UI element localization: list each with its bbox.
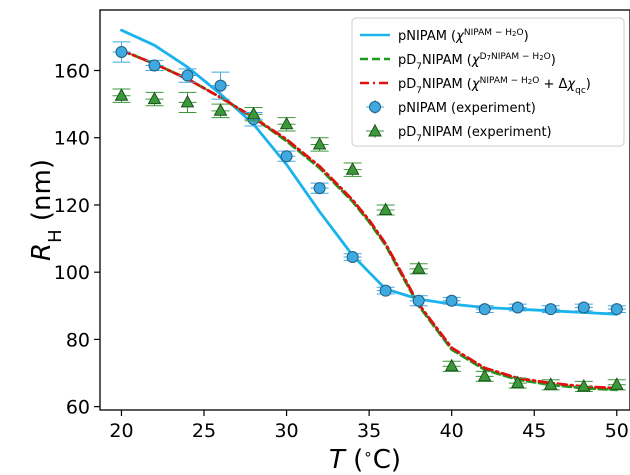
x-tick-label: 25 (192, 420, 216, 442)
x-tick-label: 35 (357, 420, 381, 442)
pd7-corrected-line (120, 48, 619, 390)
pd7-data-point (574, 378, 593, 393)
y-tick-label: 100 (54, 262, 90, 284)
pd7-data-point (376, 202, 395, 216)
legend-swatch-pd7-experiment (366, 123, 384, 138)
plot-frame (99, 9, 630, 411)
pnipam-data-point (145, 59, 164, 72)
pnipam-data-point (211, 71, 230, 100)
pnipam-data-point (178, 68, 197, 83)
series-layer (112, 28, 626, 393)
y-tick-label: 120 (54, 195, 90, 217)
pnipam-data-point (376, 284, 395, 297)
legend-label-pd7-experiment: pD7NIPAM (experiment) (398, 125, 552, 144)
pnipam-data-point (574, 301, 593, 314)
pd7-data-point (409, 261, 428, 275)
x-tick-label: 45 (522, 420, 546, 442)
pnipam-data-point (409, 294, 428, 307)
x-tick-label: 20 (109, 420, 133, 442)
pnipam-data-point (541, 303, 560, 316)
legend-label-pnipam-experiment: pNIPAM (experiment) (398, 101, 536, 116)
pnipam-data-point (310, 182, 329, 195)
pd7-data-point (112, 88, 131, 103)
pd7-data-point (244, 106, 263, 122)
pd7-data-point (145, 91, 164, 107)
pd7-data-point (475, 368, 494, 382)
x-tick-label: 30 (274, 420, 298, 442)
pnipam-data-point (442, 294, 461, 307)
legend-box (351, 17, 625, 147)
pnipam-data-point (607, 303, 626, 316)
pnipam-data-point (343, 251, 362, 264)
pnipam-data-point (508, 301, 527, 314)
pd7-data-point (211, 103, 230, 119)
y-tick-label: 80 (66, 329, 90, 351)
legend: pNIPAM (χNIPAM − H2O) pD7NIPAM (χD7NIPAM… (351, 17, 625, 147)
pnipam-data-point (277, 150, 296, 163)
pd7-data-point (541, 377, 560, 391)
pnipam-model-line (120, 28, 619, 316)
pd7-data-point (442, 358, 461, 372)
pd7-data-point (277, 116, 296, 132)
ticks-layer: 20 25 30 35 40 45 50 60 80 100 120 140 160 (54, 61, 629, 442)
y-tick-label: 140 (54, 128, 90, 150)
x-tick-label: 50 (605, 420, 629, 442)
pd7-data-point (343, 162, 362, 177)
pnipam-data-point (475, 303, 494, 316)
pd7-data-point (607, 377, 626, 391)
pd7-data-point (178, 91, 197, 114)
pnipam-data-point (112, 41, 131, 63)
x-tick-label: 40 (440, 420, 464, 442)
y-tick-label: 160 (54, 61, 90, 83)
y-tick-label: 60 (66, 397, 90, 419)
pd7-data-point (310, 136, 329, 152)
legend-swatch-pnipam-experiment (366, 100, 384, 114)
pd7-data-point (508, 375, 527, 389)
x-axis-label: T (∘C) (329, 445, 401, 475)
